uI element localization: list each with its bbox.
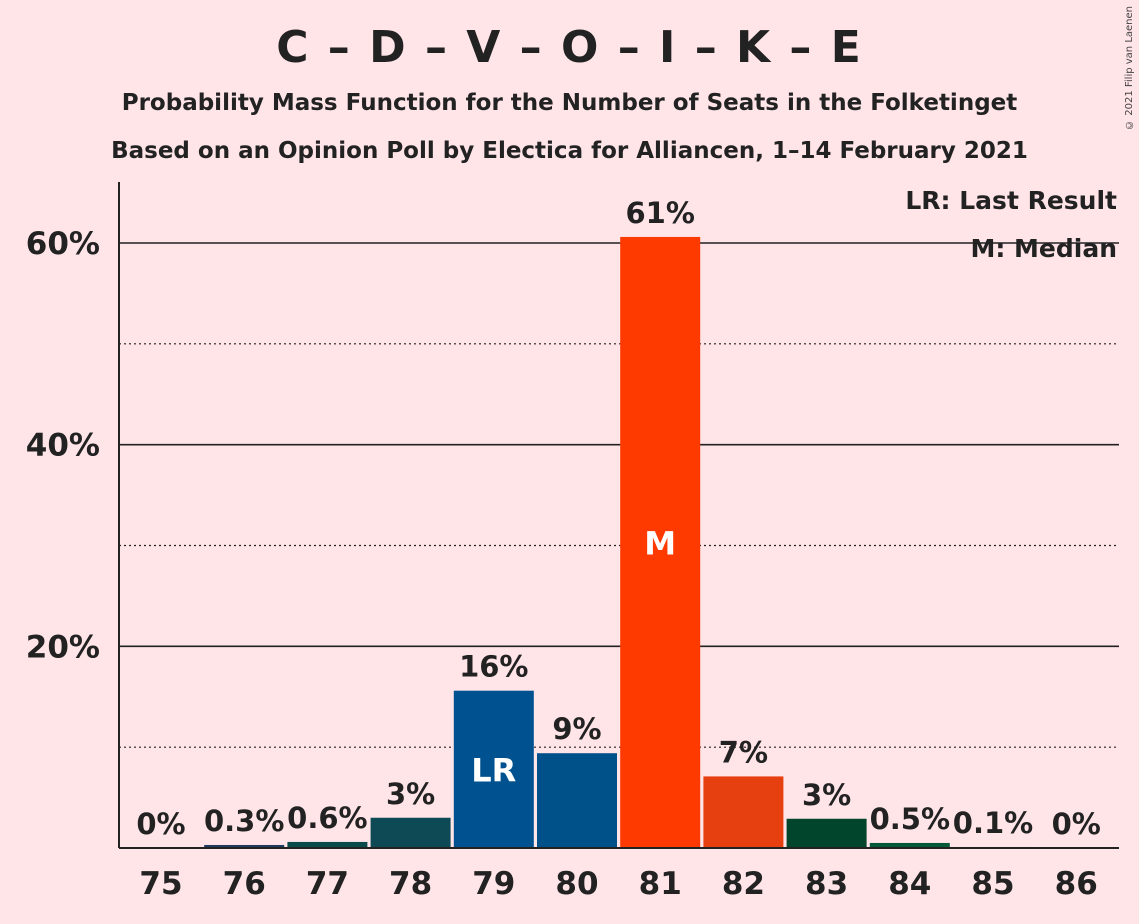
x-tick-label: 84 [888,866,931,902]
data-label-76: 0.3% [204,804,284,838]
data-label-83: 3% [802,778,851,812]
gridlines: 20% 40% 60% [26,226,1119,748]
data-label-78: 3% [386,777,435,811]
bar-82 [703,776,784,848]
x-tick-label: 81 [639,866,682,902]
x-tick-label: 78 [389,866,432,902]
bar-78 [370,817,451,848]
x-tick-label: 76 [223,866,266,902]
axes [118,182,1119,849]
data-label-82: 7% [719,735,768,769]
x-tick-label: 75 [139,866,182,902]
bar-77 [287,841,368,848]
y-tick-label: 60% [26,226,100,262]
data-label-80: 9% [552,712,601,746]
x-tick-label: 83 [805,866,848,902]
bar-81 [620,236,701,848]
bar-76 [204,844,285,848]
x-tick-label: 77 [306,866,349,902]
legend: LR: Last Result M: Median [905,186,1117,263]
x-tick-label: 79 [472,866,515,902]
legend-entry: LR: Last Result [905,186,1117,215]
y-tick-label: 40% [26,428,100,464]
data-label-84: 0.5% [870,802,950,836]
data-label-81: 61% [625,196,694,230]
y-tick-label: 20% [26,629,100,665]
median-marker: M [644,524,676,562]
bar-79 [453,690,534,848]
legend-entry: M: Median [970,234,1117,263]
x-tick-label: 82 [722,866,765,902]
data-label-77: 0.6% [287,801,367,835]
bar-83 [786,818,867,848]
data-label-79: 16% [459,650,528,684]
data-label-75: 0% [136,807,185,841]
x-tick-label: 86 [1055,866,1098,902]
data-labels: 0% 75 0.3% 76 0.6% 77 3% 78 16% 79 LR 9% 80 61% 81 M 7% 8… [136,196,1100,902]
data-label-86: 0% [1052,807,1101,841]
x-tick-label: 85 [971,866,1014,902]
bar-80 [537,753,617,848]
last-result-marker: LR [471,751,516,789]
bars [204,236,1033,848]
chart-subtitle-source: Based on an Opinion Poll by Electica for… [111,138,1028,164]
chart-subtitle: Probability Mass Function for the Number… [121,90,1018,116]
x-tick-label: 80 [555,866,598,902]
chart-title: C – D – V – O – I – K – E [276,22,863,73]
data-label-85: 0.1% [953,806,1033,840]
bar-84 [869,842,950,848]
